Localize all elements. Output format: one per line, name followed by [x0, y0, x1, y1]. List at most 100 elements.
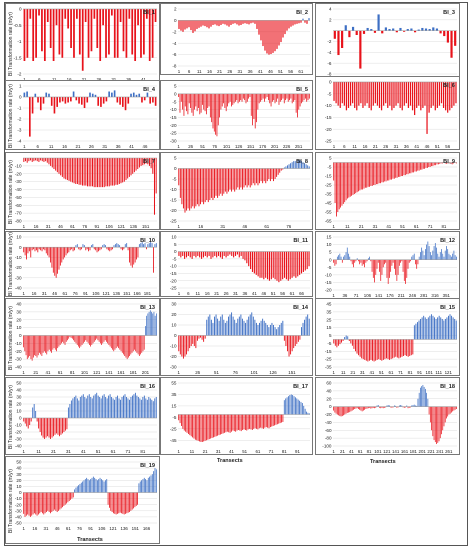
bar	[26, 418, 28, 427]
bar	[454, 318, 456, 340]
x-tick-label: 1	[332, 449, 335, 454]
bar	[151, 399, 153, 418]
bar	[399, 27, 402, 31]
bar	[294, 397, 296, 415]
bar	[232, 316, 234, 336]
bar	[213, 93, 215, 132]
bar	[64, 335, 66, 345]
bar	[422, 250, 424, 260]
bar	[242, 251, 244, 259]
bar	[448, 253, 450, 260]
x-tick-label: 11	[352, 144, 357, 149]
bar	[39, 97, 42, 111]
bar	[81, 395, 83, 418]
x-tick-label: 11	[190, 449, 195, 454]
bar	[396, 162, 398, 178]
bar	[59, 247, 61, 266]
bar	[42, 335, 44, 353]
bar	[433, 162, 435, 166]
x-axis-label: Transects	[77, 537, 103, 543]
bar	[74, 489, 75, 493]
bar	[82, 244, 84, 248]
bar	[211, 414, 213, 438]
bar	[73, 335, 74, 341]
bar	[429, 315, 431, 340]
bar	[105, 245, 106, 248]
y-tick-label: -30	[15, 275, 22, 280]
bar	[436, 247, 437, 260]
x-tick-label: 81	[282, 449, 287, 454]
bar	[397, 259, 399, 275]
bar	[298, 20, 300, 24]
bar	[203, 168, 205, 205]
bar	[269, 414, 271, 428]
bar	[57, 247, 58, 274]
bar	[229, 414, 231, 433]
bar	[123, 335, 124, 355]
bar	[138, 483, 140, 493]
bar	[135, 94, 138, 97]
bar	[201, 251, 203, 259]
bar	[153, 247, 154, 273]
bar	[218, 320, 220, 336]
bar	[100, 479, 102, 493]
y-tick-label: -2	[17, 72, 22, 77]
bar	[221, 414, 223, 434]
bar	[24, 418, 26, 424]
x-tick-label: 36	[248, 69, 253, 74]
bar	[380, 259, 382, 281]
bar	[72, 91, 75, 97]
bar	[257, 251, 259, 277]
bar	[91, 335, 93, 345]
bar	[126, 397, 127, 418]
bar	[222, 20, 224, 24]
y-tick-label: 30	[171, 302, 177, 307]
bar	[79, 483, 81, 493]
bar	[143, 477, 145, 493]
bar	[36, 335, 38, 358]
bar	[111, 492, 113, 513]
bar	[284, 20, 286, 35]
bar	[67, 407, 69, 418]
x-tick-label: 71	[126, 449, 131, 454]
bar	[254, 20, 256, 24]
bar	[80, 482, 82, 493]
bar	[442, 406, 444, 431]
bar	[410, 339, 412, 356]
bar	[234, 20, 236, 24]
x-tick-label: 16	[62, 144, 67, 149]
bar	[153, 471, 155, 493]
x-tick-label: 31	[360, 370, 365, 375]
bar	[437, 406, 439, 443]
x-tick-label: 46	[143, 144, 148, 149]
bar	[288, 335, 290, 357]
bar	[241, 168, 243, 190]
bar	[366, 406, 368, 409]
bar	[246, 93, 248, 102]
bar	[142, 479, 144, 493]
bar	[342, 339, 344, 342]
bar	[403, 406, 405, 408]
bar	[417, 322, 418, 340]
chart-panel: 10 0 -10 -20 -30 -40 1 16 31 46 61 76 91 106 121 136 151…	[5, 231, 160, 297]
bar	[217, 414, 219, 436]
bar	[416, 82, 418, 108]
bar	[194, 93, 195, 110]
y-tick-label: -35	[325, 365, 332, 370]
bar	[265, 251, 267, 278]
bar	[423, 315, 425, 340]
x-tick-label: 151	[288, 370, 296, 375]
y-tick-label: 40	[16, 302, 22, 307]
bar	[352, 82, 354, 104]
x-tick-label: 51	[96, 449, 101, 454]
bar	[443, 406, 445, 427]
bar	[300, 327, 302, 336]
bar	[68, 247, 70, 253]
bar	[53, 335, 55, 349]
bar	[83, 158, 85, 186]
bar	[370, 339, 372, 360]
x-tick-label: 51	[379, 370, 384, 375]
bar	[50, 158, 52, 166]
bar	[406, 259, 408, 278]
